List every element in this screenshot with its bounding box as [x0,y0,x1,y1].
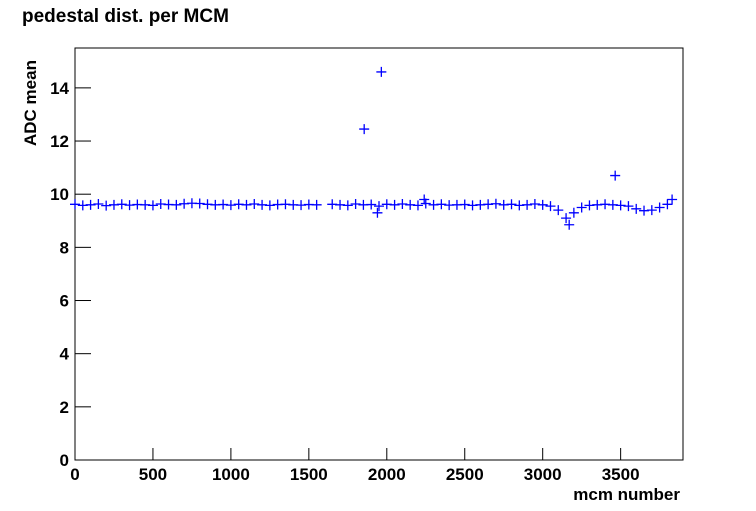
point [667,194,678,205]
point [85,199,96,210]
chart-title: pedestal dist. per MCM [22,6,229,27]
point [545,201,556,212]
y-tick-label: 8 [60,238,69,257]
x-tick-label: 3500 [602,465,640,484]
x-tick-label: 1500 [290,465,328,484]
point [490,198,501,209]
point [249,199,260,210]
point [420,198,431,209]
x-tick-label: 3000 [524,465,562,484]
point [646,205,657,216]
point [366,199,377,210]
y-tick-label: 0 [60,451,69,470]
point [459,199,470,210]
point [311,199,322,210]
point [116,199,127,210]
point [397,199,408,210]
y-tick-label: 12 [50,132,69,151]
point [372,207,383,218]
point [576,202,587,213]
point [623,201,634,212]
y-tick-label: 4 [60,345,70,364]
point [171,199,182,210]
point [350,199,361,210]
point [537,199,548,210]
point [436,199,447,210]
point [264,200,275,211]
point [194,198,205,209]
y-tick-label: 14 [50,79,69,98]
plot-frame [74,47,684,461]
point [662,199,673,210]
point [70,199,80,210]
point [342,200,353,211]
x-tick-label: 1000 [212,465,250,484]
point [615,200,626,211]
x-tick-label: 2000 [368,465,406,484]
x-tick-label: 500 [139,465,167,484]
point [654,202,665,213]
point [359,124,370,135]
point [553,205,564,216]
point [225,200,236,211]
y-tick-label: 2 [60,398,69,417]
point [412,200,423,211]
point [506,199,517,210]
x-axis-label: mcm number [573,485,680,504]
point [93,199,104,210]
point [522,199,533,210]
point [376,66,387,77]
point [101,200,112,211]
point [564,219,575,230]
y-axis-label: ADC mean [21,60,40,146]
point [147,200,158,211]
point [568,207,579,218]
point [561,213,572,224]
point [374,201,384,212]
point [529,199,540,210]
y-tick-label: 10 [50,185,69,204]
point [419,194,430,205]
point [610,170,621,181]
x-tick-label: 0 [70,465,79,484]
x-tick-label: 2500 [446,465,484,484]
point [631,203,642,214]
point [241,199,252,210]
point [389,199,400,210]
y-tick-label: 6 [60,292,69,311]
